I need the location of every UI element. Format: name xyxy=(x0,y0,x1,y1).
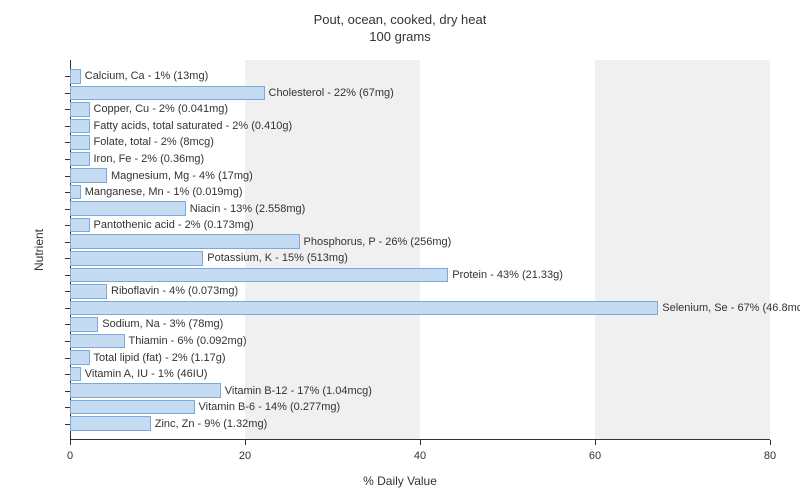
nutrient-bar-label: Sodium, Na - 3% (78mg) xyxy=(96,316,223,333)
bar-row: Folate, total - 2% (8mcg) xyxy=(70,134,770,151)
bar-row: Fatty acids, total saturated - 2% (0.410… xyxy=(70,118,770,135)
nutrient-bar-label: Selenium, Se - 67% (46.8mcg) xyxy=(656,300,800,317)
x-tick-mark xyxy=(770,440,771,445)
nutrient-bar-label: Iron, Fe - 2% (0.36mg) xyxy=(88,151,205,168)
nutrient-bar-label: Pantothenic acid - 2% (0.173mg) xyxy=(88,217,254,234)
nutrient-bar-label: Niacin - 13% (2.558mg) xyxy=(184,200,306,217)
nutrient-bar-label: Riboflavin - 4% (0.073mg) xyxy=(105,283,238,300)
bar-row: Total lipid (fat) - 2% (1.17g) xyxy=(70,349,770,366)
x-axis-label: % Daily Value xyxy=(363,474,437,488)
bar-row: Cholesterol - 22% (67mg) xyxy=(70,85,770,102)
nutrient-bar xyxy=(70,201,186,216)
bar-row: Sodium, Na - 3% (78mg) xyxy=(70,316,770,333)
y-axis-label: Nutrient xyxy=(32,229,46,271)
bar-row: Thiamin - 6% (0.092mg) xyxy=(70,333,770,350)
x-tick-label: 0 xyxy=(67,450,73,462)
title-line-2: 100 grams xyxy=(369,29,430,44)
x-tick-label: 80 xyxy=(764,450,776,462)
nutrient-bar-label: Calcium, Ca - 1% (13mg) xyxy=(79,68,208,85)
nutrient-bar-label: Protein - 43% (21.33g) xyxy=(446,267,563,284)
nutrient-bar-label: Folate, total - 2% (8mcg) xyxy=(88,134,214,151)
bar-row: Iron, Fe - 2% (0.36mg) xyxy=(70,151,770,168)
nutrient-bar-label: Fatty acids, total saturated - 2% (0.410… xyxy=(88,118,293,135)
nutrient-bar-label: Cholesterol - 22% (67mg) xyxy=(263,85,394,102)
x-tick-mark xyxy=(595,440,596,445)
nutrient-bar xyxy=(70,234,300,249)
bar-row: Phosphorus, P - 26% (256mg) xyxy=(70,233,770,250)
bar-row: Potassium, K - 15% (513mg) xyxy=(70,250,770,267)
nutrient-bar-label: Vitamin A, IU - 1% (46IU) xyxy=(79,366,208,383)
bar-row: Pantothenic acid - 2% (0.173mg) xyxy=(70,217,770,234)
nutrient-bar-label: Magnesium, Mg - 4% (17mg) xyxy=(105,167,253,184)
bar-row: Vitamin A, IU - 1% (46IU) xyxy=(70,366,770,383)
nutrient-bar-label: Total lipid (fat) - 2% (1.17g) xyxy=(88,349,226,366)
nutrient-chart: Pout, ocean, cooked, dry heat 100 grams … xyxy=(0,0,800,500)
nutrient-bar xyxy=(70,251,203,266)
nutrient-bar-label: Thiamin - 6% (0.092mg) xyxy=(123,333,247,350)
nutrient-bar xyxy=(70,284,107,299)
bar-row: Protein - 43% (21.33g) xyxy=(70,267,770,284)
x-tick-mark xyxy=(245,440,246,445)
nutrient-bar-label: Vitamin B-12 - 17% (1.04mcg) xyxy=(219,382,372,399)
nutrient-bar xyxy=(70,400,195,415)
x-tick-mark xyxy=(420,440,421,445)
nutrient-bar xyxy=(70,301,658,316)
bar-row: Manganese, Mn - 1% (0.019mg) xyxy=(70,184,770,201)
chart-title: Pout, ocean, cooked, dry heat 100 grams xyxy=(0,0,800,46)
x-tick-label: 40 xyxy=(414,450,426,462)
title-line-1: Pout, ocean, cooked, dry heat xyxy=(314,12,487,27)
bar-row: Selenium, Se - 67% (46.8mcg) xyxy=(70,300,770,317)
nutrient-bar-label: Zinc, Zn - 9% (1.32mg) xyxy=(149,415,267,432)
nutrient-bar xyxy=(70,268,448,283)
bar-row: Calcium, Ca - 1% (13mg) xyxy=(70,68,770,85)
nutrient-bar xyxy=(70,416,151,431)
nutrient-bar xyxy=(70,334,125,349)
nutrient-bar-label: Manganese, Mn - 1% (0.019mg) xyxy=(79,184,243,201)
nutrient-bar-label: Copper, Cu - 2% (0.041mg) xyxy=(88,101,229,118)
bar-row: Vitamin B-12 - 17% (1.04mcg) xyxy=(70,382,770,399)
nutrient-bar-label: Phosphorus, P - 26% (256mg) xyxy=(298,233,452,250)
bar-row: Magnesium, Mg - 4% (17mg) xyxy=(70,167,770,184)
nutrient-bar xyxy=(70,317,98,332)
bar-row: Copper, Cu - 2% (0.041mg) xyxy=(70,101,770,118)
x-tick-mark xyxy=(70,440,71,445)
nutrient-bar xyxy=(70,86,265,101)
nutrient-bar xyxy=(70,383,221,398)
x-tick-label: 20 xyxy=(239,450,251,462)
nutrient-bar xyxy=(70,168,107,183)
bar-row: Vitamin B-6 - 14% (0.277mg) xyxy=(70,399,770,416)
bar-row: Niacin - 13% (2.558mg) xyxy=(70,200,770,217)
nutrient-bar-label: Potassium, K - 15% (513mg) xyxy=(201,250,348,267)
bar-row: Zinc, Zn - 9% (1.32mg) xyxy=(70,415,770,432)
x-tick-label: 60 xyxy=(589,450,601,462)
nutrient-bar-label: Vitamin B-6 - 14% (0.277mg) xyxy=(193,399,341,416)
plot-area: 020406080Calcium, Ca - 1% (13mg)Choleste… xyxy=(70,60,770,440)
bar-row: Riboflavin - 4% (0.073mg) xyxy=(70,283,770,300)
